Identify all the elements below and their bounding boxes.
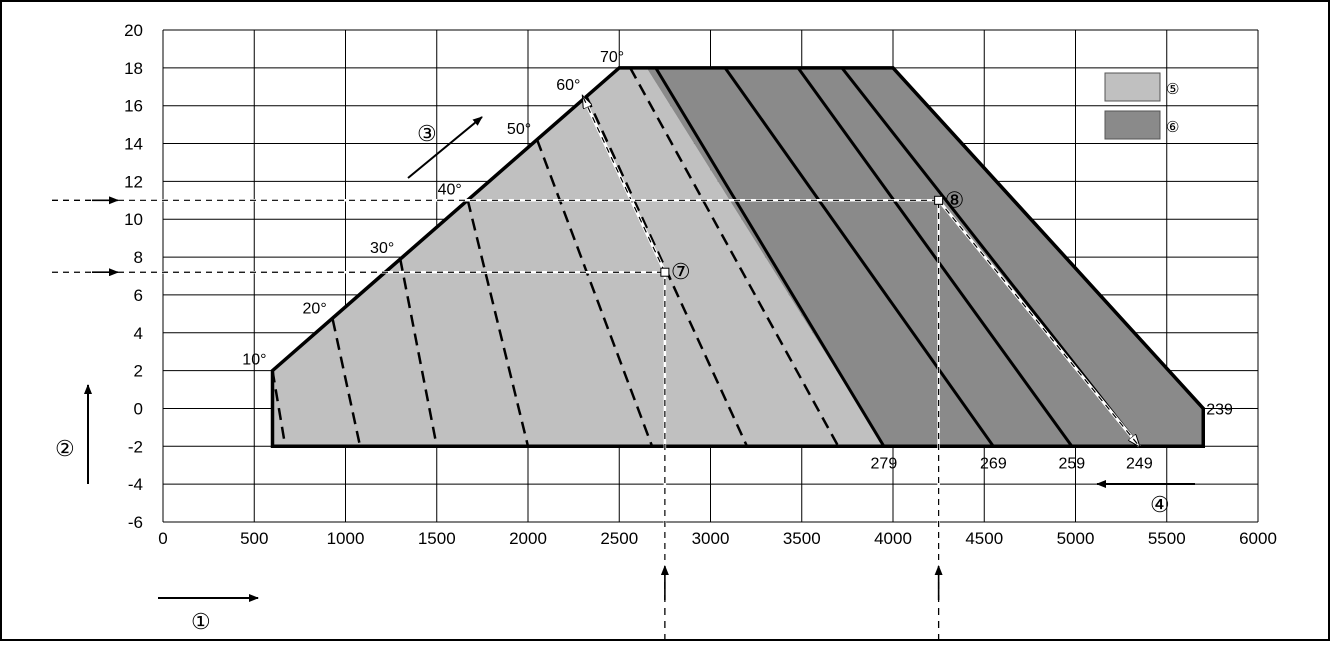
example-point (660, 267, 670, 277)
reading-arrow-dash (938, 199, 1140, 447)
x-tick-label: 4000 (874, 529, 912, 548)
y-tick-label: 16 (124, 97, 143, 116)
x-tick-label: 2000 (509, 529, 547, 548)
chart-labels: 0 500 1000 1500 2000 2500 3000 3500 4000 4500 5000… (124, 21, 1277, 548)
y-tick-label: -6 (128, 513, 143, 532)
angle-direction-arrow (407, 116, 483, 179)
iso-line (654, 67, 886, 448)
y-tick-label: 10 (124, 210, 143, 229)
angle-line (466, 200, 530, 447)
example-marker: ⑦ (671, 259, 691, 284)
chart-lines (270, 66, 1205, 449)
angle-line (535, 139, 654, 447)
y-tick-label: 8 (134, 248, 143, 267)
iso-line (723, 66, 995, 448)
iso-line (796, 66, 1074, 448)
iso-line-label: 239 (1206, 401, 1233, 418)
iso-line (891, 66, 1205, 410)
angle-label: 20° (303, 301, 327, 318)
iso-line-label: 279 (871, 455, 898, 472)
example-marker: ⑧ (945, 187, 965, 212)
x-tick-label: 6000 (1239, 529, 1277, 548)
reading-arrow-white (581, 96, 667, 273)
iso-line-label: 249 (1126, 455, 1153, 472)
y-tick-label: 18 (124, 59, 143, 78)
angle-direction-marker: ③ (417, 121, 437, 146)
angle-line (331, 319, 362, 447)
y-tick-label: 20 (124, 21, 143, 40)
x-tick-label: 4500 (965, 529, 1003, 548)
angle-line (271, 370, 287, 447)
angle-line (399, 258, 438, 447)
region-light (272, 67, 884, 447)
x-tick-label: 1500 (418, 529, 456, 548)
y-tick-label: 6 (134, 286, 143, 305)
example-guides: ⑦⑧ (52, 96, 1139, 641)
legend-marker-light: ⑤ (1166, 81, 1179, 98)
x-tick-label: 2500 (600, 529, 638, 548)
x-tick-label: 3500 (783, 529, 821, 548)
x-tick-label: 500 (240, 529, 268, 548)
angle-label: 70° (600, 49, 624, 66)
x-tick-label: 0 (158, 529, 167, 548)
angle-label: 40° (438, 181, 462, 198)
legend-swatch-light (1104, 72, 1161, 102)
example-point (934, 195, 944, 205)
legend-swatch-dark (1104, 110, 1161, 140)
x-tick-label: 1000 (327, 529, 365, 548)
legend: ⑤ ⑥ (1104, 72, 1179, 140)
y-tick-label: 12 (124, 172, 143, 191)
angle-label: 30° (370, 240, 394, 257)
y-tick-label: -2 (128, 437, 143, 456)
y-tick-label: 14 (124, 135, 143, 154)
isoline-direction-marker: ④ (1150, 492, 1170, 517)
angle-label: 10° (242, 352, 266, 369)
angle-label: 60° (556, 77, 580, 94)
x-tick-label: 5500 (1148, 529, 1186, 548)
y-tick-label: 0 (134, 399, 143, 418)
x-direction-marker: ① (191, 609, 211, 634)
angle-label: 50° (507, 121, 531, 138)
angle-line (629, 67, 840, 447)
y-tick-label: -4 (128, 475, 143, 494)
x-tick-label: 3000 (692, 529, 730, 548)
iso-line-label: 259 (1058, 455, 1085, 472)
legend-marker-dark: ⑥ (1166, 119, 1179, 136)
axis-markers: ① ② ③ ④ (55, 116, 1195, 634)
y-tick-label: 2 (134, 362, 143, 381)
y-direction-marker: ② (55, 436, 75, 461)
iso-line-label: 269 (980, 455, 1007, 472)
x-tick-label: 5000 (1057, 529, 1095, 548)
y-tick-label: 4 (134, 324, 143, 343)
